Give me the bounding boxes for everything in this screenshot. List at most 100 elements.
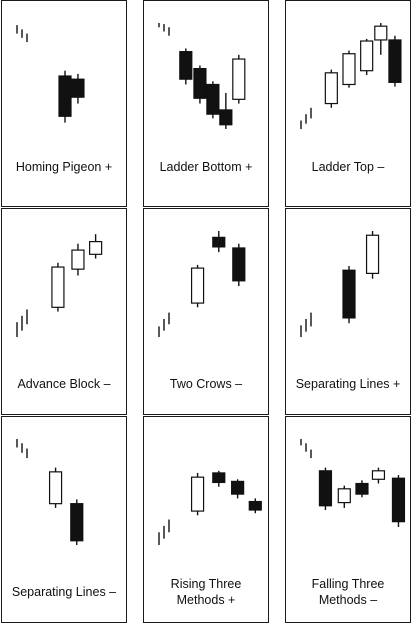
panel-falling-three-methods: Falling Three Methods – (285, 416, 411, 623)
pattern-caption: Falling Three Methods – (286, 576, 410, 608)
panel-homing-pigeon: Homing Pigeon + (1, 0, 127, 207)
candle-2-white (365, 231, 380, 279)
candle-body (190, 267, 205, 304)
pattern-caption: Ladder Top – (286, 159, 410, 175)
candle-chart (158, 23, 246, 129)
candle-1-black (342, 265, 356, 324)
candle-2-black (212, 470, 226, 487)
candle-3-black (232, 243, 246, 287)
candle-4-white (371, 467, 386, 484)
candle-2-black (212, 231, 226, 253)
candle-body (342, 53, 356, 86)
candle-2-white (71, 243, 85, 276)
pattern-caption: Homing Pigeon + (2, 159, 126, 175)
pattern-caption: Advance Block – (2, 376, 126, 392)
candle-body (58, 75, 72, 117)
candle-body (71, 249, 85, 270)
pattern-caption: Separating Lines – (2, 584, 126, 600)
candle-body (232, 58, 246, 100)
candle-body (190, 476, 205, 512)
panel-advance-block: Advance Block – (1, 208, 127, 415)
panel-rising-three-methods: Rising Three Methods + (143, 416, 269, 623)
caption-line: Separating Lines + (295, 377, 401, 391)
candle-body (318, 470, 333, 507)
candle-chart (16, 234, 103, 337)
candle-body (324, 72, 338, 105)
candle-body (388, 39, 402, 83)
candle-3-black (231, 479, 245, 499)
candle-1-white (51, 262, 65, 312)
caption-line: Falling Three (311, 577, 385, 591)
candle-body (48, 471, 63, 505)
candle-chart (16, 439, 84, 545)
candle-body (89, 240, 103, 255)
candle-2-white (342, 50, 356, 88)
candle-3-white (360, 38, 374, 75)
candle-4-black (219, 92, 233, 129)
caption-line: Ladder Top – (311, 160, 385, 174)
caption-line: Separating Lines – (11, 585, 117, 599)
pattern-caption: Ladder Bottom + (144, 159, 268, 175)
caption-line: Advance Block – (17, 377, 111, 391)
candle-5-white (232, 54, 246, 104)
panel-ladder-bottom: Ladder Bottom + (143, 0, 269, 207)
candle-body (371, 470, 386, 480)
candle-body (374, 25, 388, 41)
caption-line: Rising Three (170, 577, 242, 591)
candle-3-black (206, 81, 220, 119)
candle-body (51, 266, 65, 308)
candle-body (71, 78, 85, 98)
candle-1-white (190, 264, 205, 308)
candle-body (70, 503, 84, 542)
candle-4-white (374, 23, 388, 55)
candle-1-black (318, 467, 333, 511)
pattern-caption: Rising Three Methods + (144, 576, 268, 608)
candle-1-white (48, 467, 63, 508)
candle-2-black (70, 499, 84, 545)
candle-body (212, 472, 226, 484)
candle-2-black (193, 65, 207, 104)
candle-3-black (355, 480, 369, 498)
candle-1-black (179, 48, 193, 85)
panel-separating-lines: Separating Lines – (1, 416, 127, 623)
caption-line: Homing Pigeon + (15, 160, 113, 174)
panel-ladder-top: Ladder Top – (285, 0, 411, 207)
panel-separating-lines: Separating Lines + (285, 208, 411, 415)
candle-chart (158, 470, 262, 545)
candle-body (212, 236, 226, 248)
candle-body (342, 269, 356, 319)
candle-body (391, 477, 406, 523)
candle-1-white (190, 472, 205, 516)
candle-body (365, 234, 380, 274)
candle-body (232, 247, 246, 282)
pattern-caption: Two Crows – (144, 376, 268, 392)
candle-chart (16, 25, 85, 123)
candle-2-white (337, 485, 351, 508)
candle-body (337, 488, 351, 504)
candle-1-white (324, 69, 338, 108)
candle-3-white (89, 234, 103, 259)
candle-body (360, 40, 374, 72)
candle-body (193, 67, 207, 99)
candle-chart (300, 23, 402, 129)
candle-body (248, 500, 262, 511)
candle-body (219, 109, 233, 126)
caption-line: Two Crows – (169, 377, 243, 391)
candle-5-black (391, 475, 406, 527)
caption-line: Methods – (318, 593, 378, 607)
candle-body (206, 83, 220, 115)
panel-two-crows: Two Crows – (143, 208, 269, 415)
pattern-caption: Separating Lines + (286, 376, 410, 392)
candle-1-black (58, 70, 72, 123)
caption-line: Ladder Bottom + (159, 160, 253, 174)
candle-body (355, 482, 369, 495)
candle-2-black (71, 73, 85, 104)
candle-chart (300, 439, 406, 527)
candle-chart (158, 231, 246, 337)
candle-4-black (248, 498, 262, 514)
candle-body (231, 480, 245, 495)
candle-5-black (388, 35, 402, 87)
caption-line: Methods + (176, 593, 236, 607)
candle-chart (300, 231, 380, 337)
candle-body (179, 51, 193, 80)
